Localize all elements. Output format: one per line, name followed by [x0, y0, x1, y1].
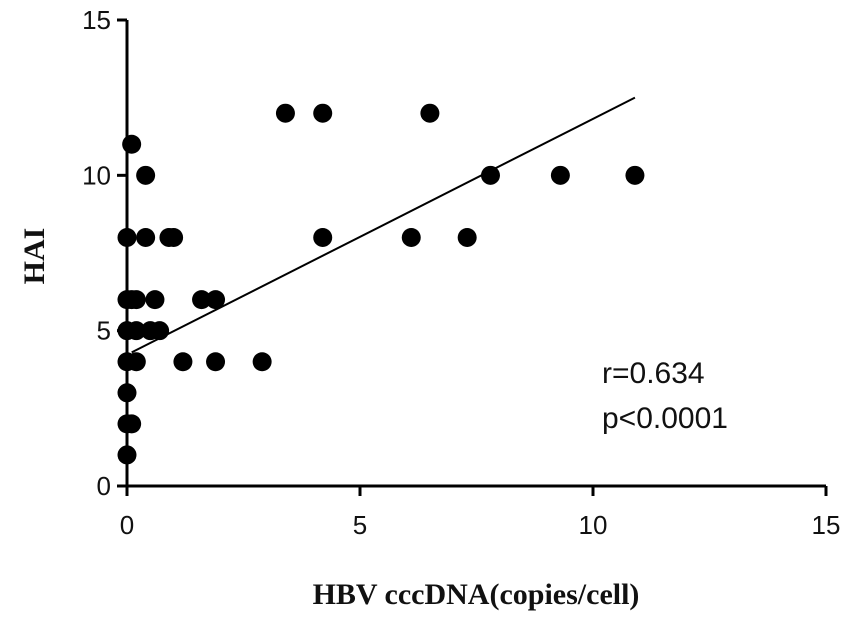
- data-point: [136, 165, 156, 185]
- data-point: [122, 134, 142, 154]
- data-point: [401, 227, 421, 247]
- data-point: [313, 103, 333, 123]
- data-point: [480, 165, 500, 185]
- data-point: [420, 103, 440, 123]
- data-point: [625, 165, 645, 185]
- data-point: [173, 352, 193, 372]
- data-point: [313, 227, 333, 247]
- data-point: [122, 414, 142, 434]
- x-tick-label: 5: [353, 510, 367, 540]
- x-tick-label: 0: [120, 510, 134, 540]
- x-axis-ticks: 0 5 10 15: [120, 486, 841, 540]
- plot-area: [117, 96, 645, 465]
- data-point: [275, 103, 295, 123]
- y-axis-ticks: 0 5 10 15: [82, 5, 127, 501]
- data-point: [164, 227, 184, 247]
- x-tick-label: 10: [579, 510, 608, 540]
- y-axis-title: HAI: [18, 228, 51, 285]
- y-tick-label: 5: [97, 316, 111, 346]
- x-axis-title: HBV cccDNA(copies/cell): [313, 578, 640, 611]
- data-point: [206, 352, 226, 372]
- y-tick-label: 0: [97, 471, 111, 501]
- y-tick-label: 10: [82, 160, 111, 190]
- data-point: [136, 227, 156, 247]
- data-point: [126, 352, 146, 372]
- data-point: [126, 321, 146, 341]
- data-point: [206, 290, 226, 310]
- data-point: [550, 165, 570, 185]
- regression-line: [131, 96, 636, 354]
- data-point: [192, 290, 212, 310]
- x-tick-label: 15: [812, 510, 841, 540]
- data-point: [457, 227, 477, 247]
- y-tick-label: 15: [82, 5, 111, 35]
- p-value-annotation: p<0.0001: [602, 402, 728, 435]
- data-point: [150, 321, 170, 341]
- data-point: [145, 290, 165, 310]
- correlation-r-annotation: r=0.634: [602, 357, 705, 390]
- data-point: [252, 352, 272, 372]
- data-point: [126, 290, 146, 310]
